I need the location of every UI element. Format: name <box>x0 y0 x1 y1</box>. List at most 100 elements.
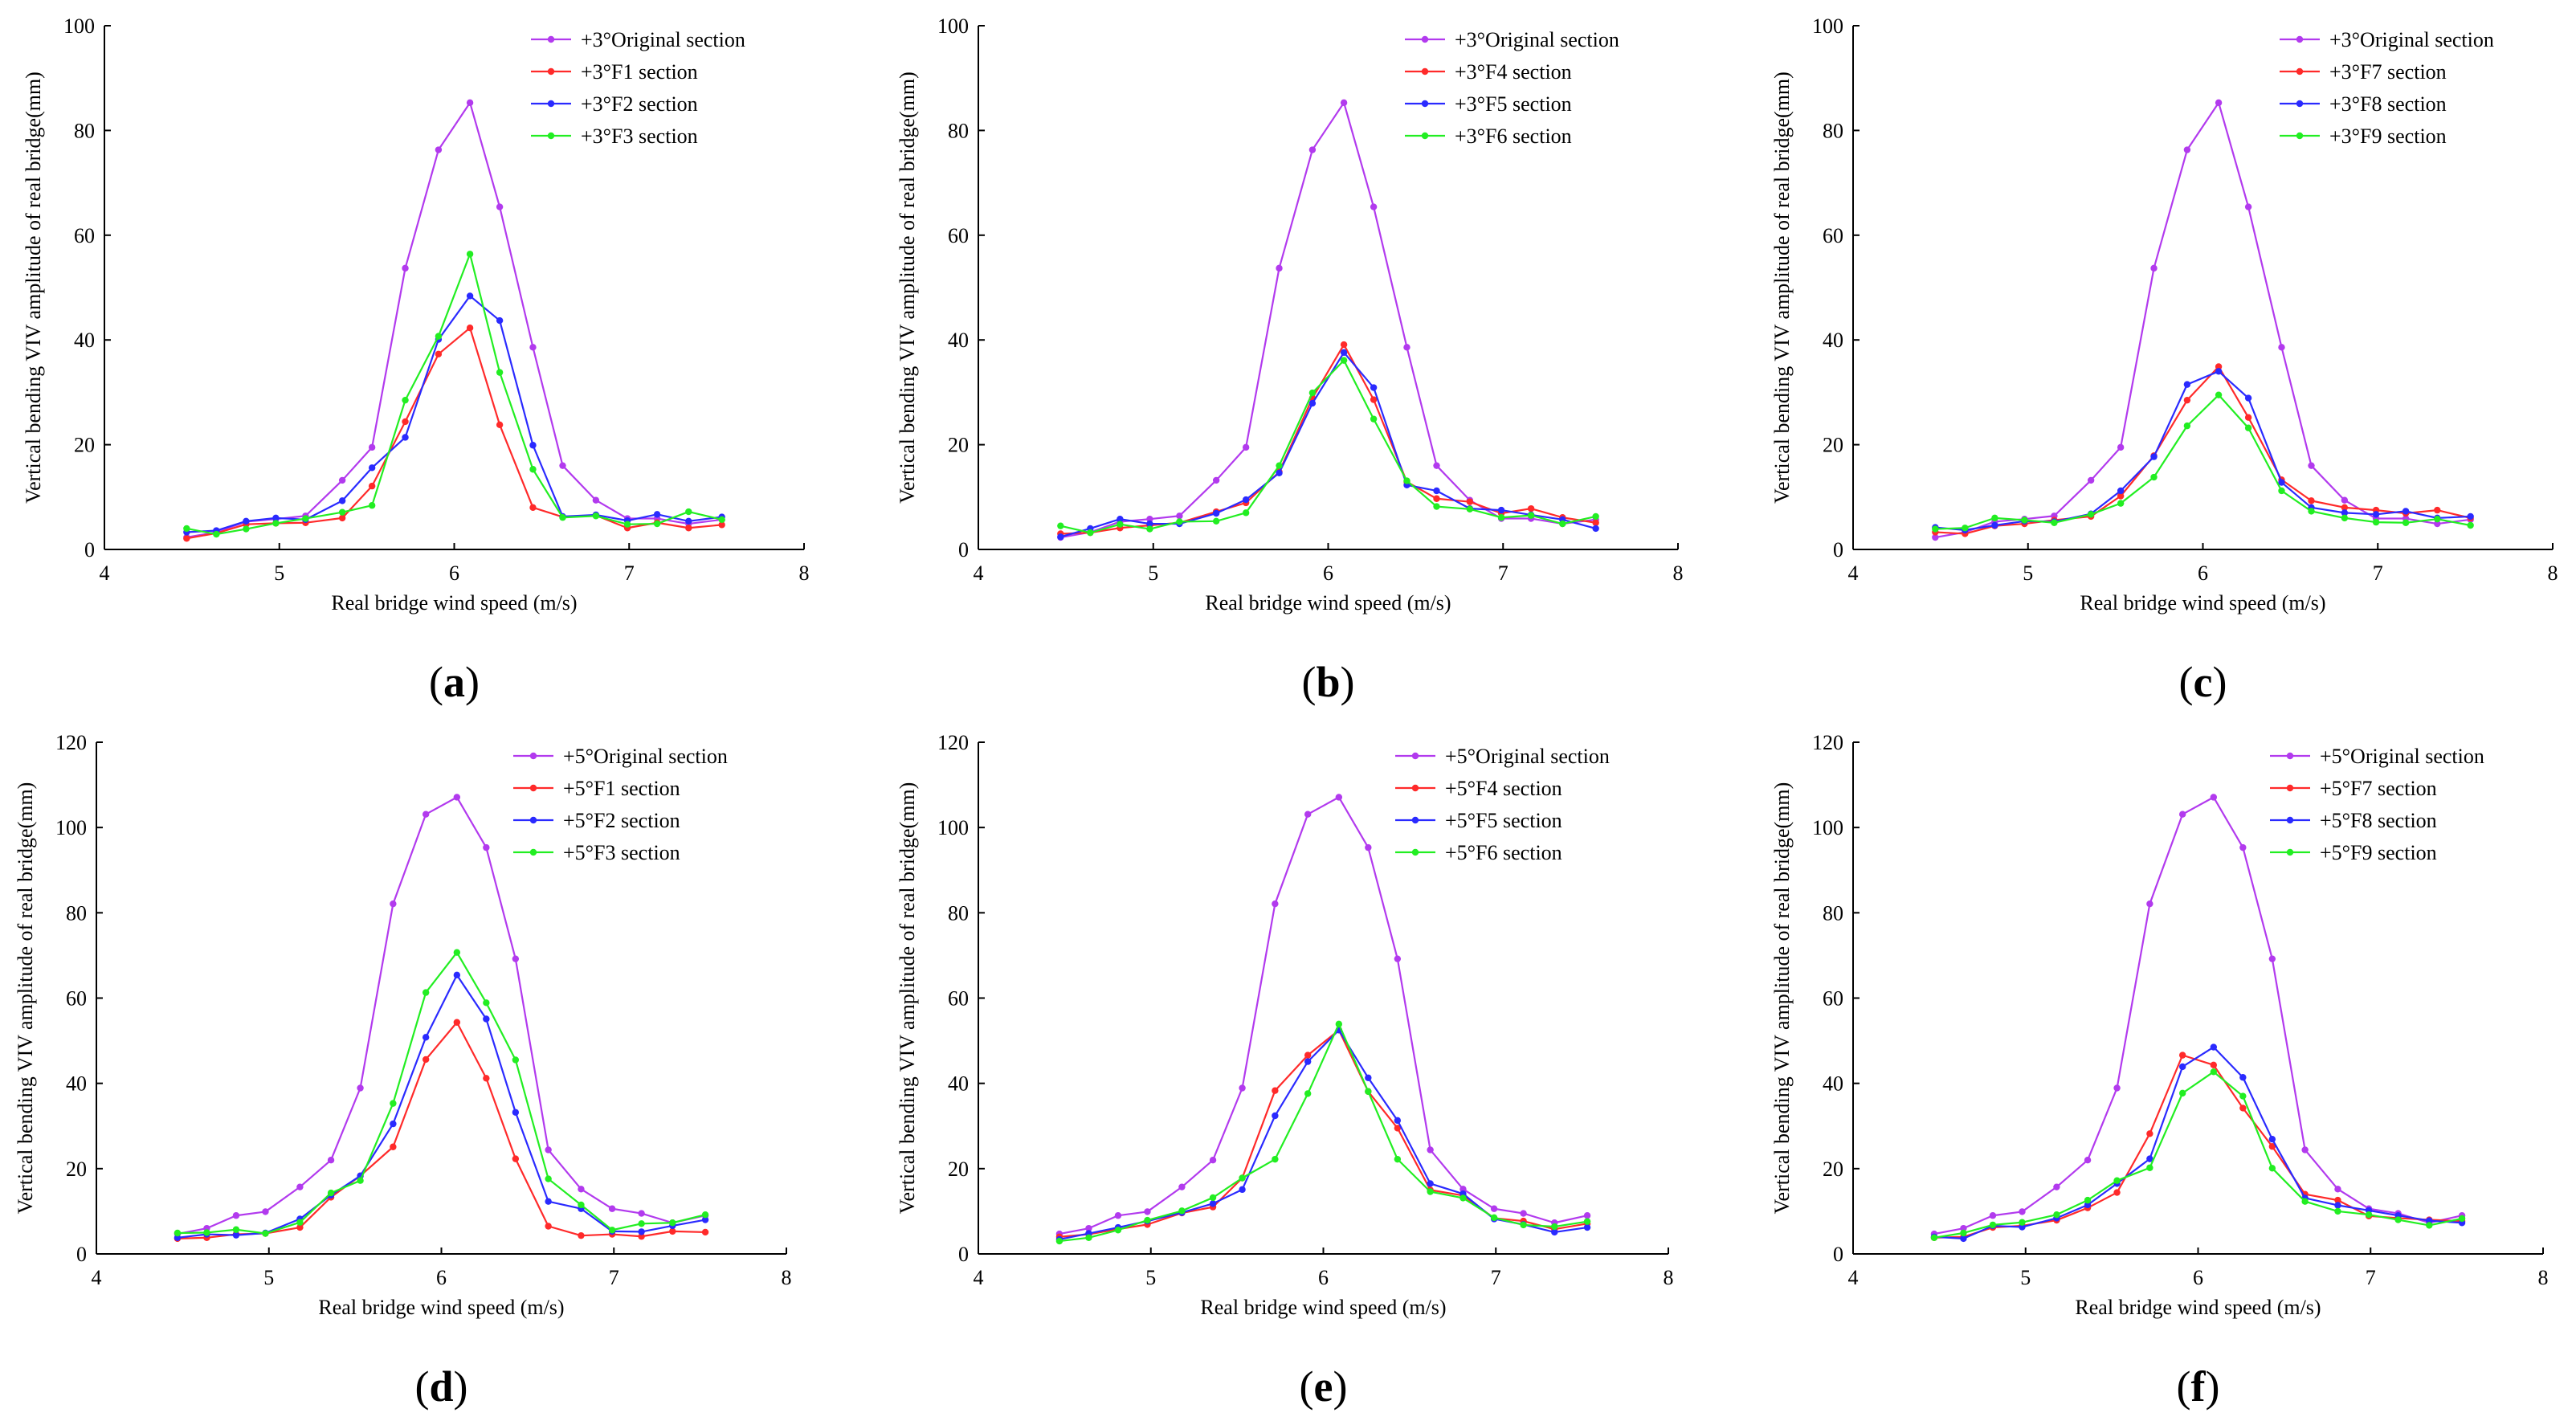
data-point <box>1370 203 1378 210</box>
data-point <box>1991 521 1998 529</box>
data-point <box>545 1146 552 1154</box>
data-point <box>2113 1189 2121 1196</box>
series-line-2 <box>177 974 706 1239</box>
data-point <box>1433 487 1440 495</box>
data-point <box>2183 422 2191 430</box>
legend-entry: +3°Original section <box>2329 28 2494 51</box>
data-point <box>296 1183 304 1190</box>
y-tick-label: 0 <box>958 538 969 561</box>
y-tick-label: 120 <box>55 731 87 754</box>
data-point <box>1335 794 1343 801</box>
data-point <box>1176 518 1183 525</box>
data-point <box>1592 519 1599 526</box>
y-tick-label: 20 <box>1823 1158 1843 1181</box>
data-point <box>453 949 461 956</box>
y-tick-label: 60 <box>1823 224 1843 247</box>
data-point <box>402 264 409 272</box>
y-tick-label: 0 <box>1833 1243 1843 1266</box>
data-point <box>2021 517 2028 524</box>
legend-entry: +5°F3 section <box>563 841 680 864</box>
data-point <box>1989 1212 1997 1219</box>
x-tick-label: 4 <box>1848 1266 1859 1289</box>
data-point <box>1403 344 1410 351</box>
x-tick-label: 4 <box>974 1266 984 1289</box>
data-point <box>1559 520 1566 528</box>
data-point <box>390 900 397 908</box>
data-point <box>1308 146 1317 153</box>
data-point <box>232 1226 240 1233</box>
legend-marker <box>547 100 555 108</box>
data-point <box>1365 843 1372 851</box>
data-point <box>1304 811 1312 818</box>
data-point <box>1117 515 1124 523</box>
data-point <box>1239 1186 1246 1194</box>
legend-marker <box>2286 784 2294 792</box>
data-point <box>466 325 474 332</box>
data-point <box>357 1084 364 1092</box>
data-point <box>1459 1186 1467 1193</box>
data-point <box>1209 1194 1217 1202</box>
data-point <box>2278 479 2285 486</box>
legend-marker <box>1421 67 1429 76</box>
data-point <box>2239 1074 2247 1081</box>
data-point <box>2372 511 2380 518</box>
panel-label: (f) <box>2177 1362 2220 1411</box>
data-point <box>232 1212 240 1219</box>
data-point <box>1304 1058 1312 1065</box>
data-point <box>402 396 409 404</box>
data-point <box>2210 1061 2218 1069</box>
data-point <box>466 251 474 258</box>
data-point <box>1242 509 1250 517</box>
data-point <box>422 1034 430 1041</box>
x-tick-label: 5 <box>2020 1266 2031 1289</box>
data-point <box>1962 525 1969 532</box>
data-point <box>1433 462 1440 469</box>
data-point <box>512 1155 520 1162</box>
legend-entry: +3°F1 section <box>581 60 698 84</box>
series-line-3 <box>186 253 722 536</box>
data-point <box>2244 414 2252 421</box>
x-axis-title: Real bridge wind speed (m/s) <box>318 1296 564 1319</box>
x-tick-label: 7 <box>624 561 635 585</box>
x-tick-label: 4 <box>974 561 984 585</box>
data-point <box>203 1229 210 1236</box>
y-tick-label: 100 <box>55 816 87 839</box>
data-point <box>2113 1177 2121 1184</box>
data-point <box>1370 396 1378 403</box>
data-point <box>1932 533 1939 541</box>
data-point <box>1466 505 1474 512</box>
data-point <box>2150 453 2158 460</box>
y-tick-label: 60 <box>948 987 969 1011</box>
data-point <box>2334 1196 2341 1204</box>
x-axis-title: Real bridge wind speed (m/s) <box>1205 591 1451 615</box>
data-point <box>701 1211 709 1219</box>
panel-label: (b) <box>1301 658 1354 706</box>
data-point <box>2178 1089 2186 1097</box>
y-tick-label: 100 <box>937 816 969 839</box>
y-tick-label: 80 <box>66 901 87 925</box>
data-point <box>2084 1157 2092 1164</box>
data-point <box>2019 1223 2026 1231</box>
data-point <box>496 369 504 376</box>
data-point <box>483 999 490 1007</box>
data-point <box>1960 1235 1967 1243</box>
y-tick-label: 40 <box>66 1072 87 1096</box>
data-point <box>1308 389 1317 397</box>
data-point <box>1466 498 1474 505</box>
data-point <box>1087 529 1094 537</box>
data-point <box>1146 515 1153 523</box>
legend-marker <box>2296 132 2304 140</box>
data-point <box>1394 1125 1402 1132</box>
data-point <box>2434 506 2441 514</box>
data-point <box>1308 399 1317 407</box>
data-point <box>2117 487 2125 495</box>
data-point <box>2458 1215 2466 1223</box>
x-tick-label: 8 <box>2548 561 2558 585</box>
data-point <box>1057 533 1064 541</box>
data-point <box>2308 508 2315 515</box>
data-point <box>592 496 600 504</box>
data-point <box>2402 519 2410 526</box>
y-tick-label: 20 <box>948 434 969 457</box>
data-point <box>1057 522 1064 529</box>
